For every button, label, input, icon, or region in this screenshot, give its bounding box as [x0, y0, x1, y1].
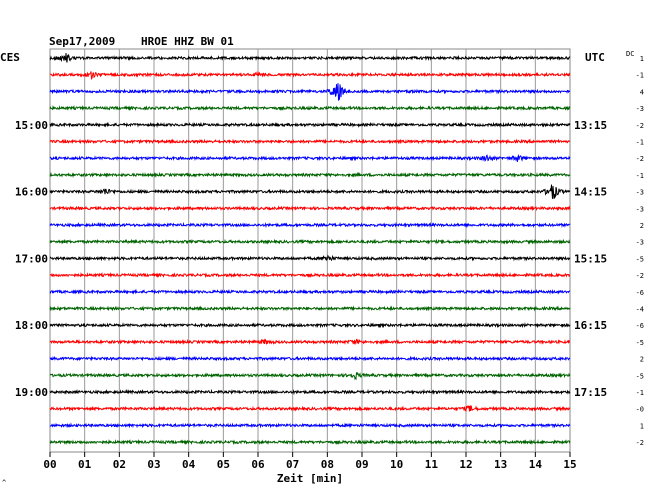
- dc-offset-label: -2: [636, 122, 644, 130]
- trace-12: [49, 254, 571, 262]
- trace-15: [49, 305, 571, 312]
- dc-offset-label: -0: [636, 406, 644, 414]
- x-axis-label: Zeit [min]: [277, 472, 343, 485]
- grid: [49, 48, 571, 453]
- right-zone-label: UTC: [585, 51, 605, 64]
- dc-offset-label: -1: [636, 139, 644, 147]
- x-tick-label-05: 05: [217, 458, 230, 471]
- trace-16: [49, 322, 571, 329]
- dc-offset-label: 2: [640, 222, 644, 230]
- trace-11: [49, 238, 571, 245]
- seismic-traces: [49, 53, 571, 446]
- x-tick-label-07: 07: [286, 458, 299, 471]
- trace-7: [49, 171, 571, 178]
- trace-0: [49, 53, 571, 63]
- dc-offset-label: 2: [640, 356, 644, 364]
- x-tick-label-08: 08: [321, 458, 334, 471]
- trace-4: [49, 121, 571, 128]
- date-label: Sep17,2009: [49, 35, 115, 48]
- dc-offset-label: -4: [636, 306, 644, 314]
- x-tick-label-11: 11: [425, 458, 439, 471]
- trace-23: [49, 438, 571, 446]
- x-axis-ticks: 00 01 02 03 04 05 06 07 08 09 10 11 12 13 14 15: [43, 452, 577, 471]
- left-time-label: 17:00: [15, 252, 48, 265]
- dc-offset-label: -6: [636, 322, 644, 330]
- dc-offset-label: -2: [636, 272, 644, 280]
- right-time-labels: 13:15 14:15 15:15 16:15 17:15: [574, 119, 607, 399]
- trace-21: [49, 404, 571, 412]
- dc-offset-label: 4: [640, 88, 644, 96]
- corner-mark: ^: [2, 479, 6, 487]
- dc-offset-label: -5: [636, 339, 644, 347]
- dc-offset-label: -2: [636, 155, 644, 163]
- x-tick-label-13: 13: [494, 458, 507, 471]
- dc-offset-label: -3: [636, 205, 644, 213]
- x-tick-label-15: 15: [563, 458, 576, 471]
- dc-offset-label: -1: [636, 72, 644, 80]
- trace-5: [49, 138, 571, 145]
- station-label: HROE HHZ BW 01: [141, 35, 234, 48]
- trace-22: [49, 422, 571, 429]
- right-time-label: 15:15: [574, 252, 607, 265]
- trace-1: [49, 71, 571, 80]
- trace-9: [49, 205, 571, 212]
- right-time-label: 14:15: [574, 186, 607, 199]
- x-tick-label-10: 10: [390, 458, 403, 471]
- trace-13: [49, 271, 571, 279]
- x-tick-label-04: 04: [182, 458, 196, 471]
- x-tick-label-02: 02: [113, 458, 126, 471]
- dc-offset-label: -3: [636, 239, 644, 247]
- dc-header-label: DC: [626, 50, 634, 58]
- x-tick-label-14: 14: [529, 458, 543, 471]
- x-tick-label-06: 06: [251, 458, 265, 471]
- dc-offset-label: -5: [636, 372, 644, 380]
- dc-offset-labels: 1 -1 4 -3 -2 -1 -2 -1 -3 -3 2 -3 -5 -2 -6 -4 -6 -5 2 -5 -1 -0…: [636, 55, 644, 447]
- trace-8: [49, 184, 571, 199]
- left-time-labels: 15:00 16:00 17:00 18:00 19:00: [15, 119, 48, 399]
- dc-offset-label: -2: [636, 439, 644, 447]
- trace-18: [49, 355, 571, 362]
- left-time-label: 19:00: [15, 386, 48, 399]
- trace-19: [49, 371, 571, 381]
- x-tick-label-01: 01: [78, 458, 92, 471]
- x-tick-label-03: 03: [147, 458, 160, 471]
- plot-frame: [49, 48, 571, 453]
- dc-offset-label: 1: [640, 422, 644, 430]
- trace-3: [49, 104, 571, 112]
- trace-14: [49, 288, 571, 295]
- trace-10: [49, 221, 571, 229]
- right-time-label: 17:15: [574, 386, 607, 399]
- right-time-label: 13:15: [574, 119, 607, 132]
- left-zone-label: CES: [0, 51, 20, 64]
- left-time-label: 18:00: [15, 319, 48, 332]
- left-time-label: 16:00: [15, 186, 48, 199]
- x-tick-label-00: 00: [43, 458, 56, 471]
- trace-17: [49, 338, 570, 346]
- left-time-label: 15:00: [15, 119, 48, 132]
- trace-20: [49, 388, 571, 396]
- dc-offset-label: 1: [640, 55, 644, 63]
- dc-offset-label: -6: [636, 289, 644, 297]
- x-tick-label-09: 09: [355, 458, 368, 471]
- right-time-label: 16:15: [574, 319, 607, 332]
- trace-6: [49, 154, 571, 163]
- dc-offset-label: -5: [636, 255, 644, 263]
- dc-offset-label: -3: [636, 105, 644, 113]
- x-tick-label-12: 12: [459, 458, 472, 471]
- dc-offset-label: -1: [636, 389, 644, 397]
- dc-offset-label: -1: [636, 172, 644, 180]
- trace-2: [49, 83, 571, 101]
- dc-offset-label: -3: [636, 189, 644, 197]
